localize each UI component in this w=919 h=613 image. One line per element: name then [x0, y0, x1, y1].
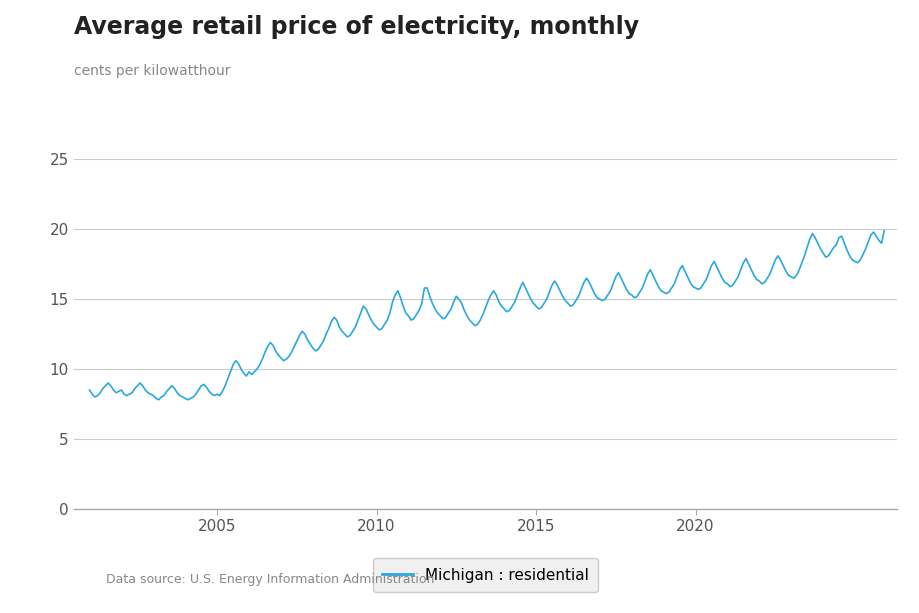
Michigan : residential: (2.02e+03, 16.1): residential: (2.02e+03, 16.1): [755, 280, 766, 287]
Michigan : residential: (2e+03, 7.8): residential: (2e+03, 7.8): [153, 396, 164, 403]
Michigan : residential: (2.02e+03, 15.2): residential: (2.02e+03, 15.2): [573, 292, 584, 300]
Michigan : residential: (2e+03, 8.5): residential: (2e+03, 8.5): [84, 386, 95, 394]
Text: Average retail price of electricity, monthly: Average retail price of electricity, mon…: [74, 15, 638, 39]
Line: Michigan : residential: Michigan : residential: [89, 230, 883, 400]
Michigan : residential: (2.03e+03, 19.9): residential: (2.03e+03, 19.9): [878, 227, 889, 234]
Legend: Michigan : residential: Michigan : residential: [372, 558, 597, 592]
Michigan : residential: (2e+03, 8.2): residential: (2e+03, 8.2): [86, 390, 97, 398]
Michigan : residential: (2.02e+03, 14.9): residential: (2.02e+03, 14.9): [559, 297, 570, 304]
Text: cents per kilowatthour: cents per kilowatthour: [74, 64, 230, 78]
Michigan : residential: (2.02e+03, 19.7): residential: (2.02e+03, 19.7): [806, 230, 817, 237]
Michigan : residential: (2.02e+03, 15.2): residential: (2.02e+03, 15.2): [557, 292, 568, 300]
Text: Data source: U.S. Energy Information Administration: Data source: U.S. Energy Information Adm…: [106, 573, 434, 586]
Text: eia: eia: [60, 576, 83, 590]
